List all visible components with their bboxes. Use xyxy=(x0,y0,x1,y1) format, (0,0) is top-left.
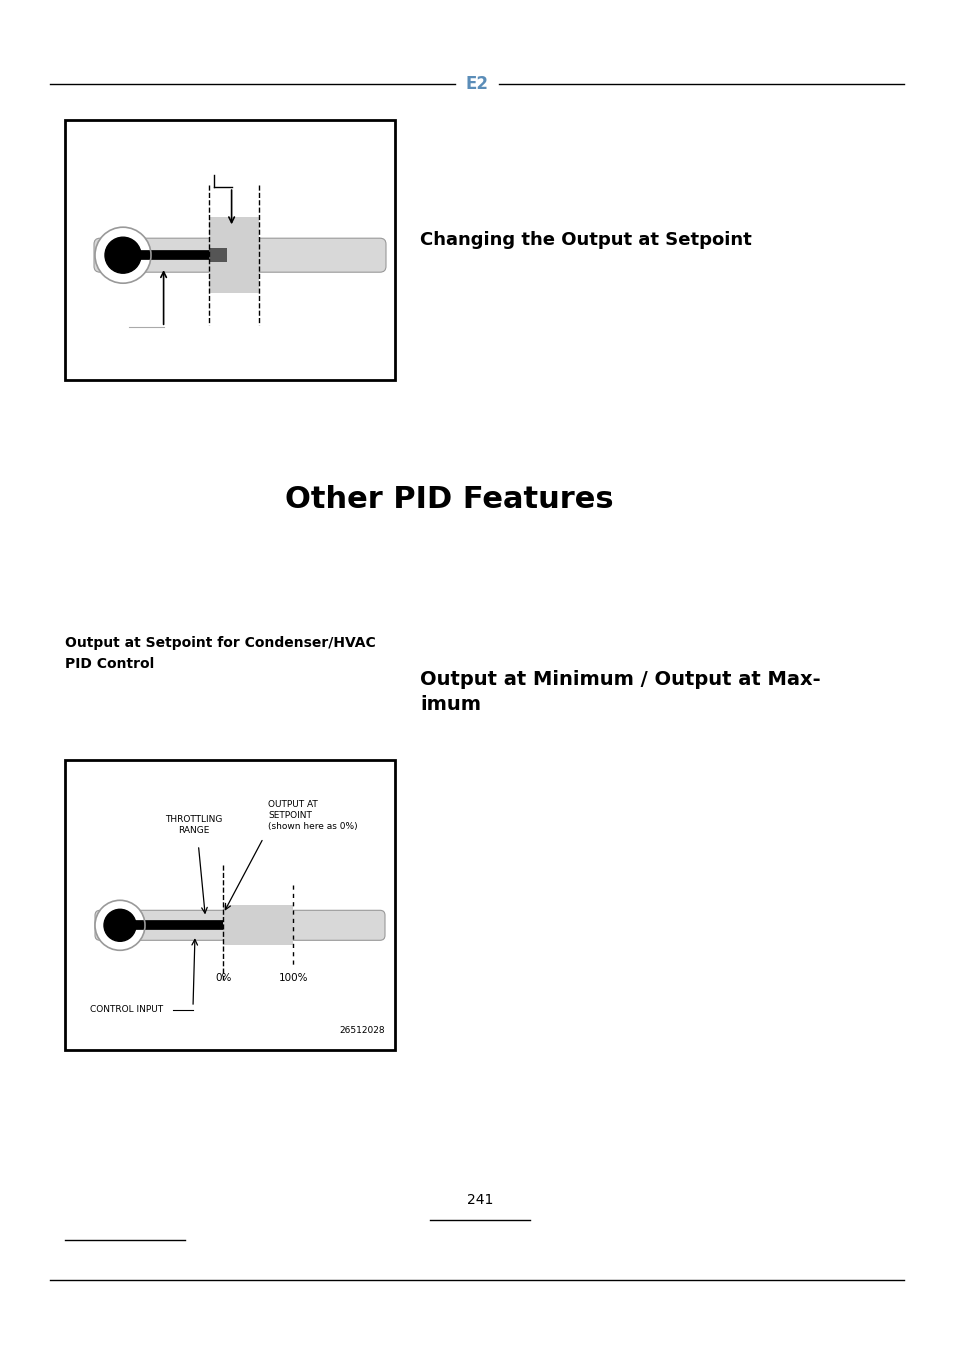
Text: CONTROL INPUT: CONTROL INPUT xyxy=(90,1004,163,1014)
FancyBboxPatch shape xyxy=(94,238,386,273)
Circle shape xyxy=(104,910,136,941)
Bar xyxy=(65,120,395,379)
Text: 100%: 100% xyxy=(278,973,308,983)
Circle shape xyxy=(95,900,145,950)
Bar xyxy=(209,248,227,262)
Text: THROTTLING
RANGE: THROTTLING RANGE xyxy=(165,815,222,836)
Text: Other PID Features: Other PID Features xyxy=(285,486,613,514)
Circle shape xyxy=(105,238,141,273)
Text: Output at Setpoint for Condenser/HVAC
PID Control: Output at Setpoint for Condenser/HVAC PI… xyxy=(65,636,375,671)
Text: E2: E2 xyxy=(465,74,488,93)
Bar xyxy=(223,906,294,945)
FancyBboxPatch shape xyxy=(95,910,385,941)
Text: Output at Minimum / Output at Max-
imum: Output at Minimum / Output at Max- imum xyxy=(419,670,820,714)
Text: Changing the Output at Setpoint: Changing the Output at Setpoint xyxy=(419,231,751,248)
Bar xyxy=(65,760,395,1050)
Text: 241: 241 xyxy=(466,1193,493,1207)
Circle shape xyxy=(95,227,151,284)
Text: 0%: 0% xyxy=(215,973,232,983)
Bar xyxy=(209,217,258,293)
Text: 26512028: 26512028 xyxy=(339,1026,385,1035)
Text: OUTPUT AT
SETPOINT
(shown here as 0%): OUTPUT AT SETPOINT (shown here as 0%) xyxy=(268,801,357,832)
